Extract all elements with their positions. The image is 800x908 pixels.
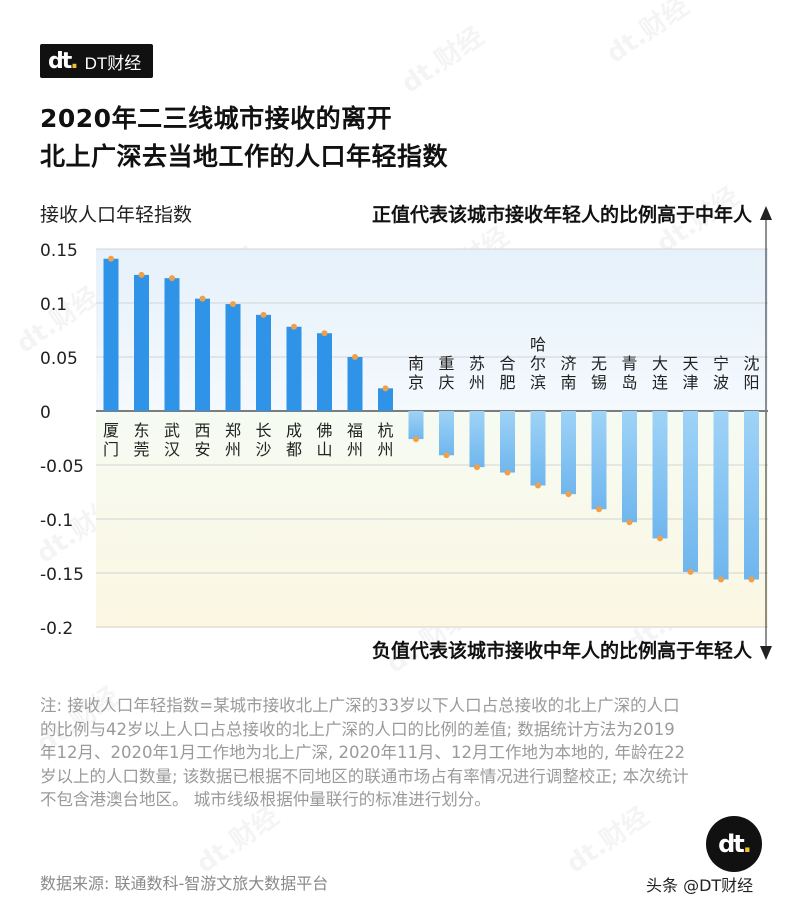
data-point <box>382 385 389 392</box>
y-axis-label: 接收人口年轻指数 <box>40 204 193 226</box>
footnote: 注: 接收人口年轻指数=某城市接收北上广深的33岁以下人口占总接收的北上广深的人… <box>40 696 689 809</box>
bar-宁波 <box>713 411 729 580</box>
data-point <box>169 275 175 282</box>
negative-annotation: 负值代表该城市接收中年人的比例高于年轻人 <box>371 640 752 662</box>
y-tick-label: -0.15 <box>40 565 84 585</box>
bar-武汉 <box>164 278 180 411</box>
up-arrow-icon <box>760 206 772 220</box>
category-label: 天津 <box>682 354 698 392</box>
bar-哈尔滨 <box>530 411 546 486</box>
category-label: 青岛 <box>621 354 637 392</box>
bar-长沙 <box>256 314 271 411</box>
dt-circle-logo-icon: dt. <box>706 816 762 872</box>
bar-大连 <box>652 411 668 539</box>
category-label: 无锡 <box>591 354 607 392</box>
bar-苏州 <box>469 411 485 468</box>
down-arrow-icon <box>760 646 772 660</box>
category-label: 哈尔滨 <box>530 335 546 392</box>
data-point <box>657 535 663 542</box>
bar-重庆 <box>439 411 454 456</box>
bar-沈阳 <box>744 411 759 580</box>
chart-title-line1: 2020年二三线城市接收的离开 <box>40 104 393 133</box>
data-point <box>626 519 633 526</box>
y-tick-label: -0.1 <box>40 511 73 531</box>
data-point <box>504 469 511 476</box>
y-tick-label: 0.05 <box>40 349 78 369</box>
data-point <box>443 452 450 459</box>
positive-annotation: 正值代表该城市接收年轻人的比例高于中年人 <box>371 204 752 226</box>
category-label: 杭州 <box>377 421 393 459</box>
category-label: 济南 <box>560 354 576 392</box>
bar-无锡 <box>591 411 607 510</box>
category-label: 武汉 <box>164 421 180 459</box>
category-label: 东莞 <box>133 421 149 459</box>
bar-南京 <box>408 411 424 440</box>
y-tick-label: 0.1 <box>40 295 67 315</box>
category-label: 宁波 <box>713 354 729 392</box>
data-point <box>748 576 755 583</box>
category-label: 郑州 <box>225 421 241 459</box>
data-point <box>108 255 114 262</box>
y-tick-label: 0.15 <box>40 241 78 261</box>
category-label: 福州 <box>347 421 363 459</box>
data-point <box>687 568 694 575</box>
chart-title-line2: 北上广深去当地工作的人口年轻指数 <box>40 142 449 171</box>
data-point <box>565 491 572 498</box>
category-label: 合肥 <box>499 354 515 392</box>
bar-杭州 <box>378 388 393 411</box>
data-point <box>138 271 145 278</box>
category-label: 沈阳 <box>743 354 759 392</box>
data-point <box>199 295 206 302</box>
category-label: 长沙 <box>255 421 271 459</box>
y-tick-label: 0 <box>40 403 51 423</box>
category-label: 厦门 <box>103 421 119 459</box>
category-label: 重庆 <box>438 354 454 392</box>
bar-chart: 0.15 0.1 0.05 0 -0.05 -0.1 -0.15 -0.2 厦门东莞武汉西安郑州… <box>40 206 772 660</box>
category-label: 南京 <box>408 354 424 392</box>
bar-青岛 <box>622 411 637 523</box>
data-point <box>291 323 297 330</box>
bar-成都 <box>286 326 302 411</box>
category-label: 西安 <box>194 421 210 459</box>
y-tick-label: -0.2 <box>40 619 73 639</box>
data-point <box>596 506 602 513</box>
data-point <box>230 301 236 308</box>
data-point <box>718 576 724 583</box>
category-label: 苏州 <box>469 354 485 392</box>
bar-天津 <box>683 411 698 572</box>
bar-济南 <box>561 411 576 495</box>
data-point <box>321 330 328 337</box>
data-point <box>535 482 541 489</box>
bar-佛山 <box>317 333 332 411</box>
brand-name: DT财经 <box>84 53 142 73</box>
brand-logo: dt. DT财经 <box>40 44 154 78</box>
data-source: 数据来源: 联通数科-智游文旅大数据平台 <box>40 874 329 893</box>
chart-title: 2020年二三线城市接收的离开 北上广深去当地工作的人口年轻指数 <box>40 100 448 176</box>
bar-西安 <box>195 298 210 411</box>
bar-东莞 <box>134 274 149 411</box>
category-label: 成都 <box>286 421 302 459</box>
bar-厦门 <box>103 258 119 411</box>
data-point <box>352 354 358 360</box>
bar-郑州 <box>225 304 241 411</box>
data-point <box>474 464 480 471</box>
category-label: 佛山 <box>316 421 332 459</box>
bar-福州 <box>347 357 363 411</box>
bar-合肥 <box>500 411 515 473</box>
y-tick-label: -0.05 <box>40 457 84 477</box>
dt-logo-icon: dt. <box>48 48 79 74</box>
platform-credit: 头条 @DT财经 <box>646 876 754 895</box>
data-point <box>260 311 267 318</box>
data-point <box>413 436 419 443</box>
category-label: 大连 <box>652 354 668 392</box>
